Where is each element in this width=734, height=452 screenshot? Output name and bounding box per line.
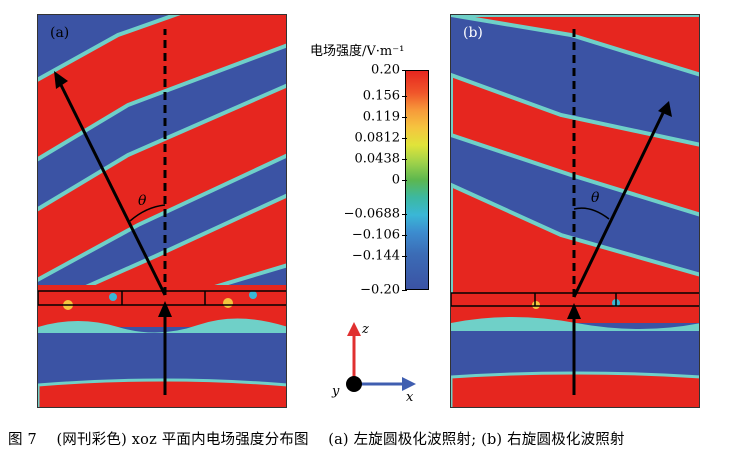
colorbar-tick-mark xyxy=(402,159,407,161)
colorbar-tick-mark xyxy=(402,214,407,216)
colorbar-tick-label: −0.20 xyxy=(360,282,400,298)
colorbar-tick-mark xyxy=(402,95,407,97)
colorbar-tick-mark xyxy=(402,290,407,291)
colorbar-tick-mark xyxy=(402,70,407,71)
panel-b-angle: θ xyxy=(591,190,600,206)
colorbar-tick-label: 0.119 xyxy=(362,109,400,125)
colorbar-tick-label: 0 xyxy=(391,172,400,188)
axis-indicator: z x y xyxy=(326,316,436,408)
colorbar-tick-label: 0.156 xyxy=(362,88,400,104)
panel-a-angle: θ xyxy=(138,193,147,209)
field-panel-a: (a) θ xyxy=(37,14,287,408)
colorbar-tick-label: 0.20 xyxy=(371,62,400,78)
panel-a-label: (a) xyxy=(50,25,70,41)
colorbar-tick-mark xyxy=(402,116,407,118)
field-panel-b: (b) θ xyxy=(450,14,700,408)
colorbar-tick-mark xyxy=(402,235,407,236)
colorbar-tick-label: −0.106 xyxy=(351,227,400,243)
field-map-a xyxy=(38,15,286,407)
z-axis-label: z xyxy=(362,322,369,337)
colorbar-title: 电场强度/V·m⁻¹ xyxy=(310,44,405,59)
colorbar-legend: 电场强度/V·m⁻¹ 0.20 0.156 0.119 0.0812 0.0438 0 −0… xyxy=(300,14,440,304)
colorbar-tick-label: −0.144 xyxy=(351,248,400,264)
figure-caption: 图 7 (网刊彩色) xoz 平面内电场强度分布图 (a) 左旋圆极化波照射; … xyxy=(8,432,625,448)
x-axis-label: x xyxy=(406,390,414,405)
colorbar-tick-mark xyxy=(402,138,407,140)
colorbar-tick-mark xyxy=(402,180,407,181)
panel-b-label: (b) xyxy=(463,25,483,41)
colorbar-tick-label: −0.0688 xyxy=(343,206,400,222)
field-map-b xyxy=(451,15,699,407)
y-axis-label: y xyxy=(332,384,340,399)
colorbar-tick-mark xyxy=(402,255,407,257)
colorbar-tick-label: 0.0438 xyxy=(354,151,401,167)
axis-triad xyxy=(346,322,416,392)
colorbar-gradient xyxy=(405,70,429,290)
colorbar-tick-label: 0.0812 xyxy=(354,130,401,146)
